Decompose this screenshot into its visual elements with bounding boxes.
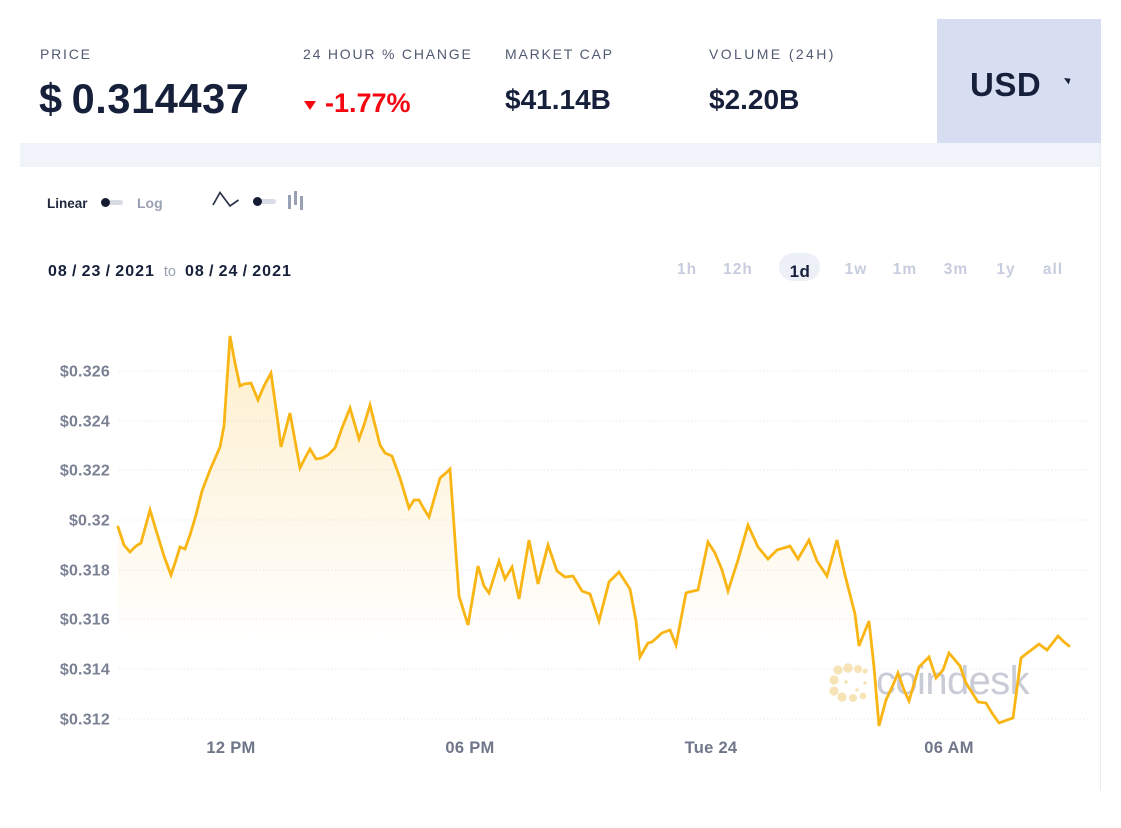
svg-text:12 PM: 12 PM [206, 739, 255, 757]
svg-text:$0.32: $0.32 [69, 513, 110, 530]
svg-text:06 AM: 06 AM [924, 739, 974, 757]
svg-text:$0.314: $0.314 [60, 662, 110, 679]
svg-text:$0.312: $0.312 [60, 712, 110, 729]
svg-text:$0.326: $0.326 [60, 364, 110, 381]
svg-text:06 PM: 06 PM [445, 739, 494, 757]
svg-text:$0.318: $0.318 [60, 563, 110, 580]
svg-text:$0.322: $0.322 [60, 463, 110, 480]
svg-text:$0.316: $0.316 [60, 612, 110, 629]
svg-text:$0.324: $0.324 [60, 414, 110, 431]
svg-text:Tue 24: Tue 24 [685, 739, 738, 757]
